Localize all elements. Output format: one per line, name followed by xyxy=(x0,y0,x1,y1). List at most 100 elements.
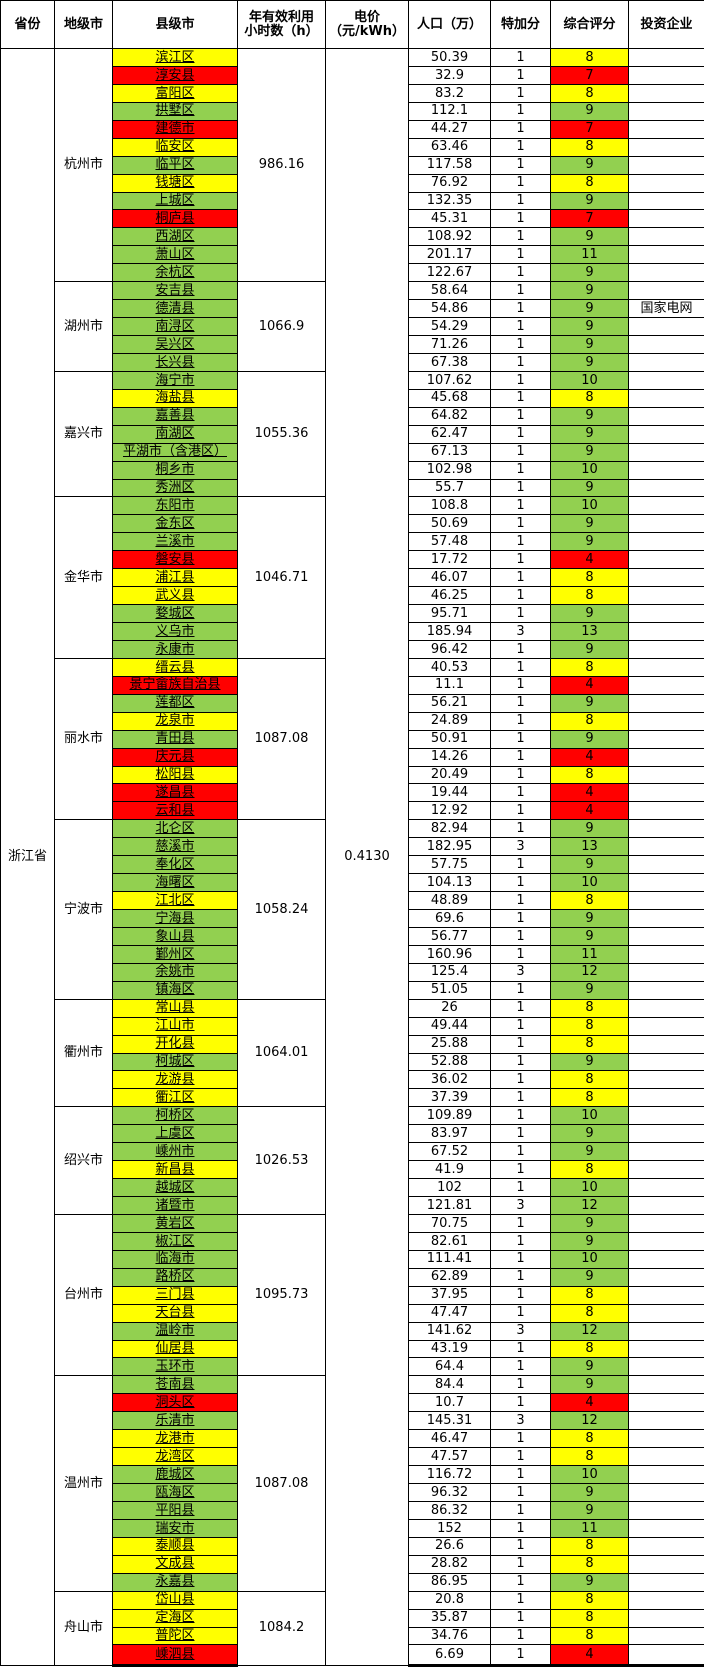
bonus-cell: 1 xyxy=(490,227,551,247)
hours-cell: 1064.01 xyxy=(237,998,326,1108)
county-cell: 临平区 xyxy=(112,155,238,175)
score-cell: 4 xyxy=(550,801,629,821)
county-cell: 奉化区 xyxy=(112,855,238,875)
bonus-cell: 1 xyxy=(490,496,551,516)
score-cell: 10 xyxy=(550,873,629,893)
investor-cell xyxy=(628,335,704,354)
investor-cell xyxy=(628,514,704,534)
score-cell: 9 xyxy=(550,1483,629,1502)
investor-cell xyxy=(628,209,704,229)
investor-cell xyxy=(628,909,704,928)
score-cell: 13 xyxy=(550,622,629,641)
table-row: 天台县 47.47 1 8 xyxy=(1,1303,704,1323)
population-cell: 82.61 xyxy=(408,1231,491,1251)
investor-cell xyxy=(628,245,704,265)
county-cell: 义乌市 xyxy=(112,622,238,641)
bonus-cell: 1 xyxy=(490,1554,551,1574)
investor-cell xyxy=(628,980,704,1000)
table-row: 诸暨市 121.81 3 12 xyxy=(1,1196,704,1215)
investor-cell: 国家电网 xyxy=(628,299,704,319)
population-cell: 62.47 xyxy=(408,424,491,444)
population-cell: 83.97 xyxy=(408,1124,491,1144)
score-cell: 8 xyxy=(550,1070,629,1090)
score-cell: 8 xyxy=(550,137,629,157)
score-cell: 7 xyxy=(550,209,629,229)
investor-cell xyxy=(628,1052,704,1072)
score-cell: 9 xyxy=(550,424,629,444)
investor-cell xyxy=(628,783,704,803)
population-cell: 83.2 xyxy=(408,83,491,103)
bonus-cell: 1 xyxy=(490,352,551,372)
bonus-cell: 1 xyxy=(490,1124,551,1144)
population-cell: 37.39 xyxy=(408,1088,491,1108)
population-cell: 41.9 xyxy=(408,1160,491,1180)
population-cell: 52.88 xyxy=(408,1052,491,1072)
score-cell: 8 xyxy=(550,1034,629,1054)
investor-cell xyxy=(628,622,704,641)
population-cell: 108.8 xyxy=(408,496,491,516)
population-cell: 145.31 xyxy=(408,1411,491,1431)
score-cell: 8 xyxy=(550,1626,629,1646)
investor-cell xyxy=(628,263,704,283)
population-cell: 26.6 xyxy=(408,1536,491,1556)
score-cell: 9 xyxy=(550,604,629,623)
county-cell: 德清县 xyxy=(112,299,238,319)
investor-cell xyxy=(628,173,704,193)
hours-cell: 1095.73 xyxy=(237,1213,326,1377)
bonus-cell: 1 xyxy=(490,855,551,875)
bonus-cell: 1 xyxy=(490,1536,551,1556)
table-row: 南浔区 54.29 1 9 xyxy=(1,317,704,336)
population-cell: 95.71 xyxy=(408,604,491,623)
score-cell: 8 xyxy=(550,1339,629,1359)
investor-cell xyxy=(628,765,704,785)
county-cell: 天台县 xyxy=(112,1303,238,1323)
population-cell: 117.58 xyxy=(408,155,491,175)
score-cell: 10 xyxy=(550,1178,629,1197)
table-row: 瑞安市 152 1 11 xyxy=(1,1518,704,1538)
county-cell: 余姚市 xyxy=(112,962,238,982)
population-cell: 96.32 xyxy=(408,1483,491,1502)
score-cell: 9 xyxy=(550,1267,629,1287)
score-cell: 13 xyxy=(550,837,629,857)
county-cell: 建德市 xyxy=(112,119,238,139)
population-cell: 54.86 xyxy=(408,299,491,319)
bonus-cell: 3 xyxy=(490,1196,551,1215)
county-cell: 柯桥区 xyxy=(112,1106,238,1126)
score-cell: 9 xyxy=(550,693,629,713)
investor-cell xyxy=(628,442,704,462)
investor-cell xyxy=(628,532,704,552)
investor-cell xyxy=(628,801,704,821)
hours-cell: 1066.9 xyxy=(237,281,326,372)
county-cell: 三门县 xyxy=(112,1285,238,1305)
score-cell: 9 xyxy=(550,532,629,552)
county-cell: 瑞安市 xyxy=(112,1518,238,1538)
score-cell: 8 xyxy=(550,568,629,588)
population-cell: 12.92 xyxy=(408,801,491,821)
county-cell: 南浔区 xyxy=(112,317,238,336)
bonus-cell: 1 xyxy=(490,675,551,695)
table-row: 嵊泗县 6.69 1 4 xyxy=(1,1644,704,1667)
bonus-cell: 1 xyxy=(490,1303,551,1323)
table-row: 婺城区 95.71 1 9 xyxy=(1,604,704,623)
population-cell: 152 xyxy=(408,1518,491,1538)
investor-cell xyxy=(628,1016,704,1036)
investor-cell xyxy=(628,1178,704,1197)
investor-cell xyxy=(628,1160,704,1180)
county-cell: 滨江区 xyxy=(112,48,238,67)
score-cell: 8 xyxy=(550,1536,629,1556)
bonus-cell: 1 xyxy=(490,639,551,659)
score-cell: 12 xyxy=(550,1321,629,1341)
population-cell: 109.89 xyxy=(408,1106,491,1126)
score-cell: 4 xyxy=(550,783,629,803)
investor-cell xyxy=(628,155,704,175)
table-row: 舟山市 岱山县 1084.2 20.8 1 8 xyxy=(1,1590,704,1667)
table-row: 嵊州市 67.52 1 9 xyxy=(1,1142,704,1162)
bonus-cell: 1 xyxy=(490,424,551,444)
bonus-cell: 1 xyxy=(490,693,551,713)
bonus-cell: 1 xyxy=(490,819,551,839)
score-cell: 8 xyxy=(550,711,629,731)
population-cell: 86.32 xyxy=(408,1500,491,1520)
population-cell: 19.44 xyxy=(408,783,491,803)
county-cell: 椒江区 xyxy=(112,1231,238,1251)
city-cell: 绍兴市 xyxy=(54,1106,113,1215)
